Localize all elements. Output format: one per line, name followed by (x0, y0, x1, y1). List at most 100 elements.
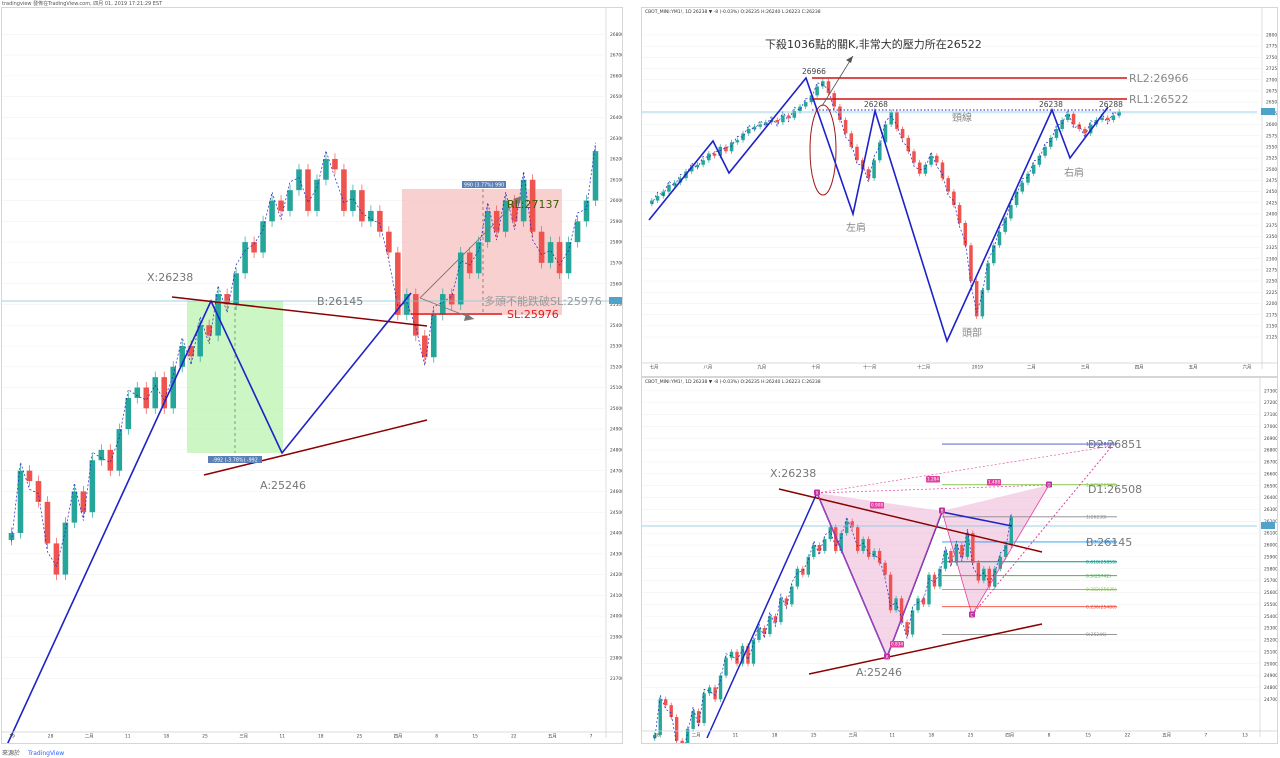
candle-body (786, 115, 791, 118)
lower-trendline (808, 623, 1043, 675)
x-tick-label: 三月 (849, 733, 858, 739)
candle-body (826, 81, 831, 94)
candle-body (62, 522, 69, 575)
x-tick-label: 25 (811, 733, 817, 739)
candle-body (71, 491, 78, 523)
y-tick-label: 21500 (1266, 323, 1278, 329)
candle-body (997, 231, 1002, 246)
bottom-right-chart-svg[interactable]: 1.618(26851) 1.272(26508) 1(26238) 0.786(26… (642, 378, 1278, 744)
candle-body (251, 242, 257, 253)
y-tick-label: 26800 (1264, 448, 1278, 454)
head-shoulders-pattern (648, 76, 1109, 344)
left-chart-panel[interactable]: CBOT_MINI:YM1!, 15 26238 ▼ -8 (-0.03%) O… (1, 7, 623, 744)
candle-body (764, 122, 768, 125)
candle-body (809, 95, 814, 103)
tradingview-logo[interactable]: TradingView (27, 750, 65, 757)
candle-body (1048, 137, 1053, 147)
y-tick-label: 23700 (610, 676, 623, 682)
candle-body (685, 728, 690, 743)
y-tick-label: 25900 (610, 219, 623, 225)
candle-body (889, 112, 893, 125)
label-a: A:25246 (260, 479, 306, 492)
candle-body (960, 545, 964, 557)
x-tick-label: 11 (733, 733, 739, 739)
fib-level-label: 0.236(25480) (1086, 604, 1117, 610)
candle-body (839, 533, 843, 551)
candle-body (1004, 545, 1008, 557)
candle-body (987, 568, 992, 587)
candle-body (658, 699, 662, 735)
y-tick-label: 25000 (1264, 661, 1278, 667)
y-tick-label: 25100 (1264, 649, 1278, 655)
x-tick-label: 四月 (394, 734, 403, 740)
x-tick-label: 十二月 (917, 364, 930, 371)
y-tick-label: 25250 (1266, 156, 1278, 162)
y-tick-label: 24250 (1266, 200, 1278, 206)
label-sl: SL:25976 (507, 308, 559, 321)
top-right-chart-svg[interactable]: 下殺1036點的關K,非常大的壓力所在26522 26966 26268 262… (642, 8, 1278, 377)
y-tick-label: 22750 (1266, 268, 1278, 274)
candle-body (790, 586, 794, 605)
fib-level-label: 0.382(25625) (1086, 587, 1117, 593)
y-tick-label: 25300 (610, 344, 623, 350)
candle-body (680, 740, 684, 743)
y-tick-label: 24700 (1264, 697, 1278, 703)
range-box-label: -992 (-3.78%) -992 (212, 458, 258, 464)
candle-body (982, 568, 986, 581)
x-tick-label: 11 (125, 734, 131, 740)
candle-body (949, 550, 953, 563)
y-tick-label: 25200 (610, 364, 623, 370)
candle-body (866, 169, 871, 179)
x-tick-label: 2019 (972, 365, 983, 371)
candle-body (905, 622, 909, 635)
x-tick-label: 25 (202, 734, 208, 740)
x-tick-label: 19 (9, 734, 15, 740)
left-chart-svg[interactable]: 990 (3.77%) 990 -992 (-3.78%) -992 X:262… (2, 8, 623, 744)
candle-body (170, 366, 177, 409)
x-tick-label: 22 (511, 734, 517, 740)
candle-body (917, 162, 922, 174)
candle-body (752, 126, 757, 129)
footer: 來源於 TradingView (2, 748, 64, 757)
bottom-right-chart-panel[interactable]: CBOT_MINI:YM1!, 1D 26238 ▼ -8 (-0.03%) O… (641, 377, 1278, 744)
x-tick-label: 7 (1204, 733, 1207, 739)
candle-body (834, 527, 838, 551)
y-tick-label: 22250 (1266, 290, 1278, 296)
candle-body (8, 532, 15, 540)
candle-body (855, 146, 859, 161)
candle-body (781, 115, 785, 123)
upper-trendline (778, 488, 1043, 553)
y-tick-label: 24600 (610, 489, 623, 495)
candle-body (669, 705, 673, 718)
y-tick-label: 27750 (1266, 44, 1278, 50)
candle-body (784, 598, 789, 605)
candle-body (161, 377, 168, 409)
candle-body (729, 142, 734, 152)
candle-body (757, 628, 761, 640)
candle-body (574, 221, 581, 243)
candle-body (946, 178, 950, 192)
down-arrow-line (419, 297, 475, 320)
y-tick-label: 26400 (610, 115, 623, 121)
candle-body (341, 169, 347, 211)
x-tick-label: 7 (590, 734, 593, 740)
candle-body (877, 550, 882, 563)
top-right-chart-panel[interactable]: CBOT_MINI:YM1!, 1D 26238 ▼ -8 (-0.03%) O… (641, 7, 1278, 377)
candle-body (969, 245, 973, 282)
x-tick-label: 18 (318, 734, 324, 740)
point-badge-label: X (816, 491, 819, 496)
bottom-right-chart-header: CBOT_MINI:YM1!, 1D 26238 ▼ -8 (-0.03%) O… (645, 380, 821, 385)
candle-body (1014, 191, 1019, 206)
candle-body (466, 252, 473, 274)
y-tick-label: 25600 (610, 281, 623, 287)
candle-body (653, 734, 657, 739)
y-tick-label: 27000 (1266, 77, 1278, 83)
candle-body (1111, 115, 1116, 120)
footer-source: 來源於 (2, 750, 21, 757)
fib-level-label: 1.618(26851) (1086, 442, 1117, 448)
candle-body (448, 294, 455, 305)
x-tick-label: 四月 (1005, 733, 1014, 739)
candle-body (992, 245, 996, 264)
candle-body (707, 687, 712, 694)
tr-l1-label: 26268 (864, 100, 888, 109)
